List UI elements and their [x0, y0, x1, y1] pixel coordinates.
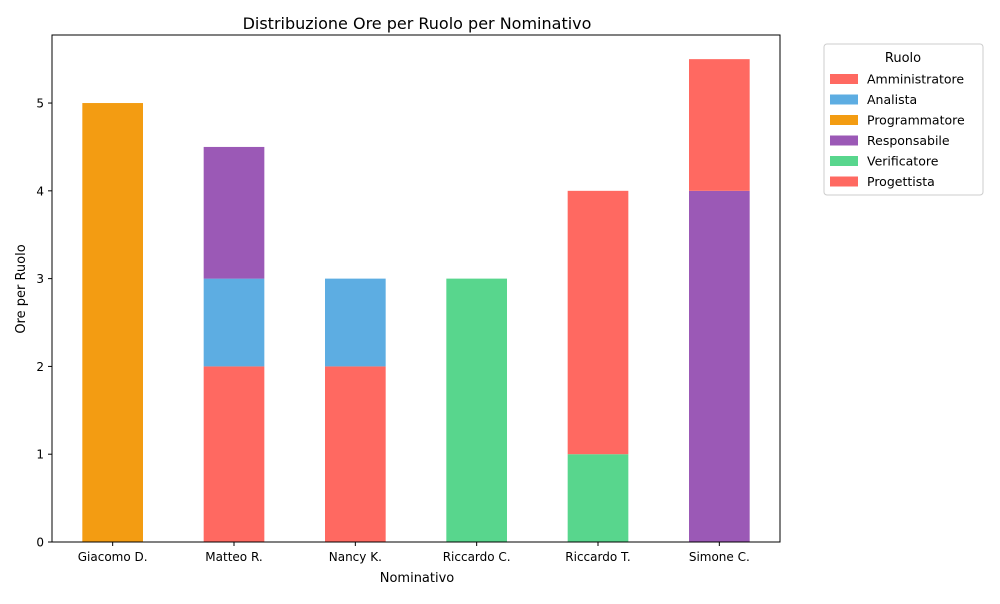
bar-segment [203, 146, 265, 279]
bar-segment [446, 278, 507, 542]
bar-segment [203, 278, 265, 367]
bar-segment [203, 366, 265, 542]
x-tick-label: Giacomo D. [78, 550, 148, 564]
y-tick-label: 2 [36, 360, 44, 374]
y-tick-label: 0 [36, 536, 44, 550]
x-tick-label: Riccardo C. [443, 550, 511, 564]
legend-items: Amministratore Analista Programmatore Respo… [830, 72, 965, 189]
legend-swatch [830, 74, 858, 84]
bar-segment [689, 59, 750, 191]
legend-label: Amministratore [867, 72, 964, 87]
legend-label: Programmatore [867, 113, 965, 128]
legend-swatch [830, 156, 858, 166]
legend-label: Analista [867, 92, 917, 107]
bar-segment [325, 366, 386, 542]
bar-segment [567, 190, 629, 455]
x-tick-label: Matteo R. [205, 550, 262, 564]
legend-label: Progettista [867, 174, 935, 189]
legend-label: Responsabile [867, 133, 950, 148]
y-tick-label: 1 [36, 448, 44, 462]
legend: Ruolo Amministratore Analista Programmator… [823, 43, 984, 196]
bar-segment [82, 103, 143, 542]
legend-title: Ruolo [885, 51, 921, 66]
y-axis-label: Ore per Ruolo [14, 244, 29, 333]
x-tick-label: Nancy K. [329, 550, 382, 564]
x-tick-label: Riccardo T. [565, 550, 630, 564]
legend-swatch [830, 176, 858, 187]
chart-title: Distribuzione Ore per Ruolo per Nominati… [243, 14, 592, 33]
legend-swatch [830, 115, 858, 125]
bar-segment [325, 278, 386, 367]
legend-frame [823, 43, 984, 196]
bar-segment [689, 190, 750, 542]
x-axis-label: Nominativo [380, 571, 455, 586]
bar-segment [567, 454, 629, 542]
x-tick-label: Simone C. [689, 550, 750, 564]
legend-label: Verificatore [867, 154, 939, 169]
y-tick-label: 3 [36, 272, 44, 286]
y-tick-label: 4 [36, 184, 44, 198]
legend-swatch [830, 135, 858, 146]
axes-layer: 0 1 2 3 4 5 Giacomo D. Matteo R. Nancy K. Riccard… [36, 34, 781, 564]
y-tick-label: 5 [36, 97, 44, 111]
bars-layer [82, 59, 750, 542]
legend-swatch [830, 94, 858, 105]
plot-frame [51, 34, 781, 543]
